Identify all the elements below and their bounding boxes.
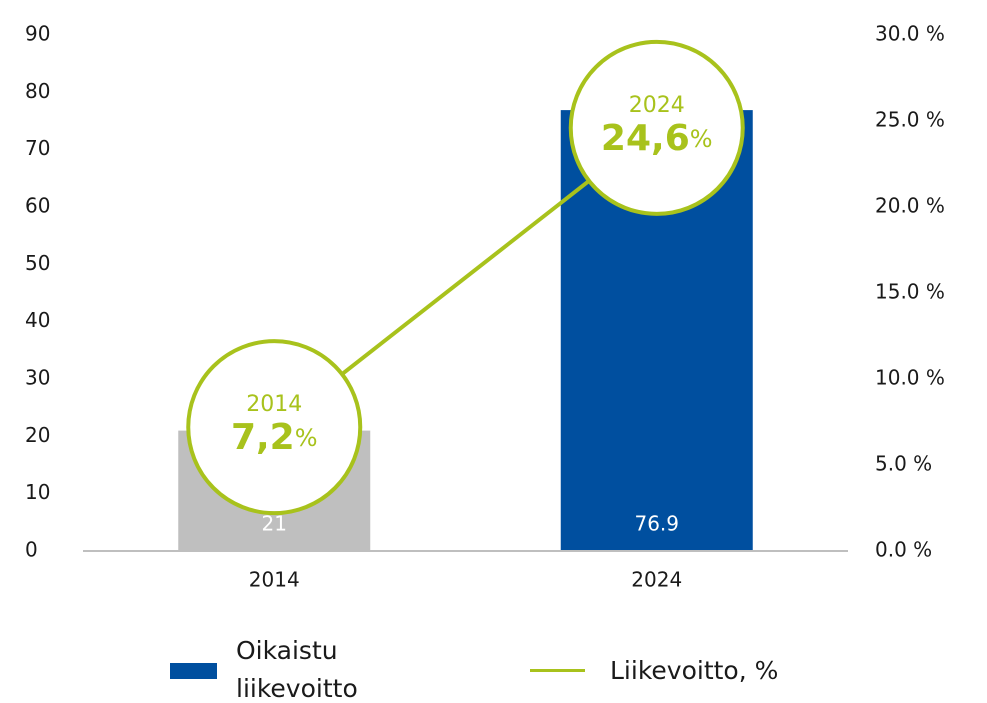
y-tick-label: 10 — [25, 480, 50, 504]
y-tick-label: 40 — [25, 308, 50, 332]
y-tick-label: 50 — [25, 251, 50, 275]
bubble-value: 7,2% — [231, 417, 318, 458]
y-tick-label: 80 — [25, 79, 50, 103]
point-bubble — [568, 39, 745, 216]
legend-label: Oikaistu liikevoitto — [236, 636, 358, 703]
legend-swatch-bar — [170, 663, 217, 679]
bubble-value-number: 7,2 — [231, 417, 295, 458]
y2-tick-label: 30.0 % — [875, 22, 945, 46]
bubble-value-number: 24,6 — [601, 118, 690, 159]
bubble-value-unit: % — [690, 125, 713, 153]
y2-tick-label: 5.0 % — [875, 452, 932, 476]
y2-tick-label: 10.0 % — [875, 366, 945, 390]
bar-value-label: 76.9 — [634, 512, 679, 536]
legend-label: Liikevoitto, % — [610, 656, 779, 685]
y-tick-label: 0 — [25, 538, 38, 562]
y-tick-label: 30 — [25, 366, 50, 390]
y-tick-label: 60 — [25, 194, 50, 218]
y2-tick-label: 20.0 % — [875, 194, 945, 218]
y2-tick-label: 25.0 % — [875, 108, 945, 132]
y-tick-label: 70 — [25, 136, 50, 160]
bubble-value: 24,6% — [601, 118, 713, 159]
y-tick-label: 20 — [25, 423, 50, 447]
x-tick-label: 2014 — [249, 568, 300, 592]
bubble-year: 2014 — [246, 392, 302, 417]
point-bubble — [186, 339, 363, 516]
y-tick-label: 90 — [25, 22, 50, 46]
bar-value-label: 21 — [262, 512, 287, 536]
x-tick-label: 2024 — [631, 568, 682, 592]
y2-tick-label: 15.0 % — [875, 280, 945, 304]
legend-swatch-line — [530, 669, 585, 672]
bubble-value-unit: % — [295, 424, 318, 452]
bubble-year: 2024 — [629, 93, 685, 118]
y2-tick-label: 0.0 % — [875, 538, 932, 562]
